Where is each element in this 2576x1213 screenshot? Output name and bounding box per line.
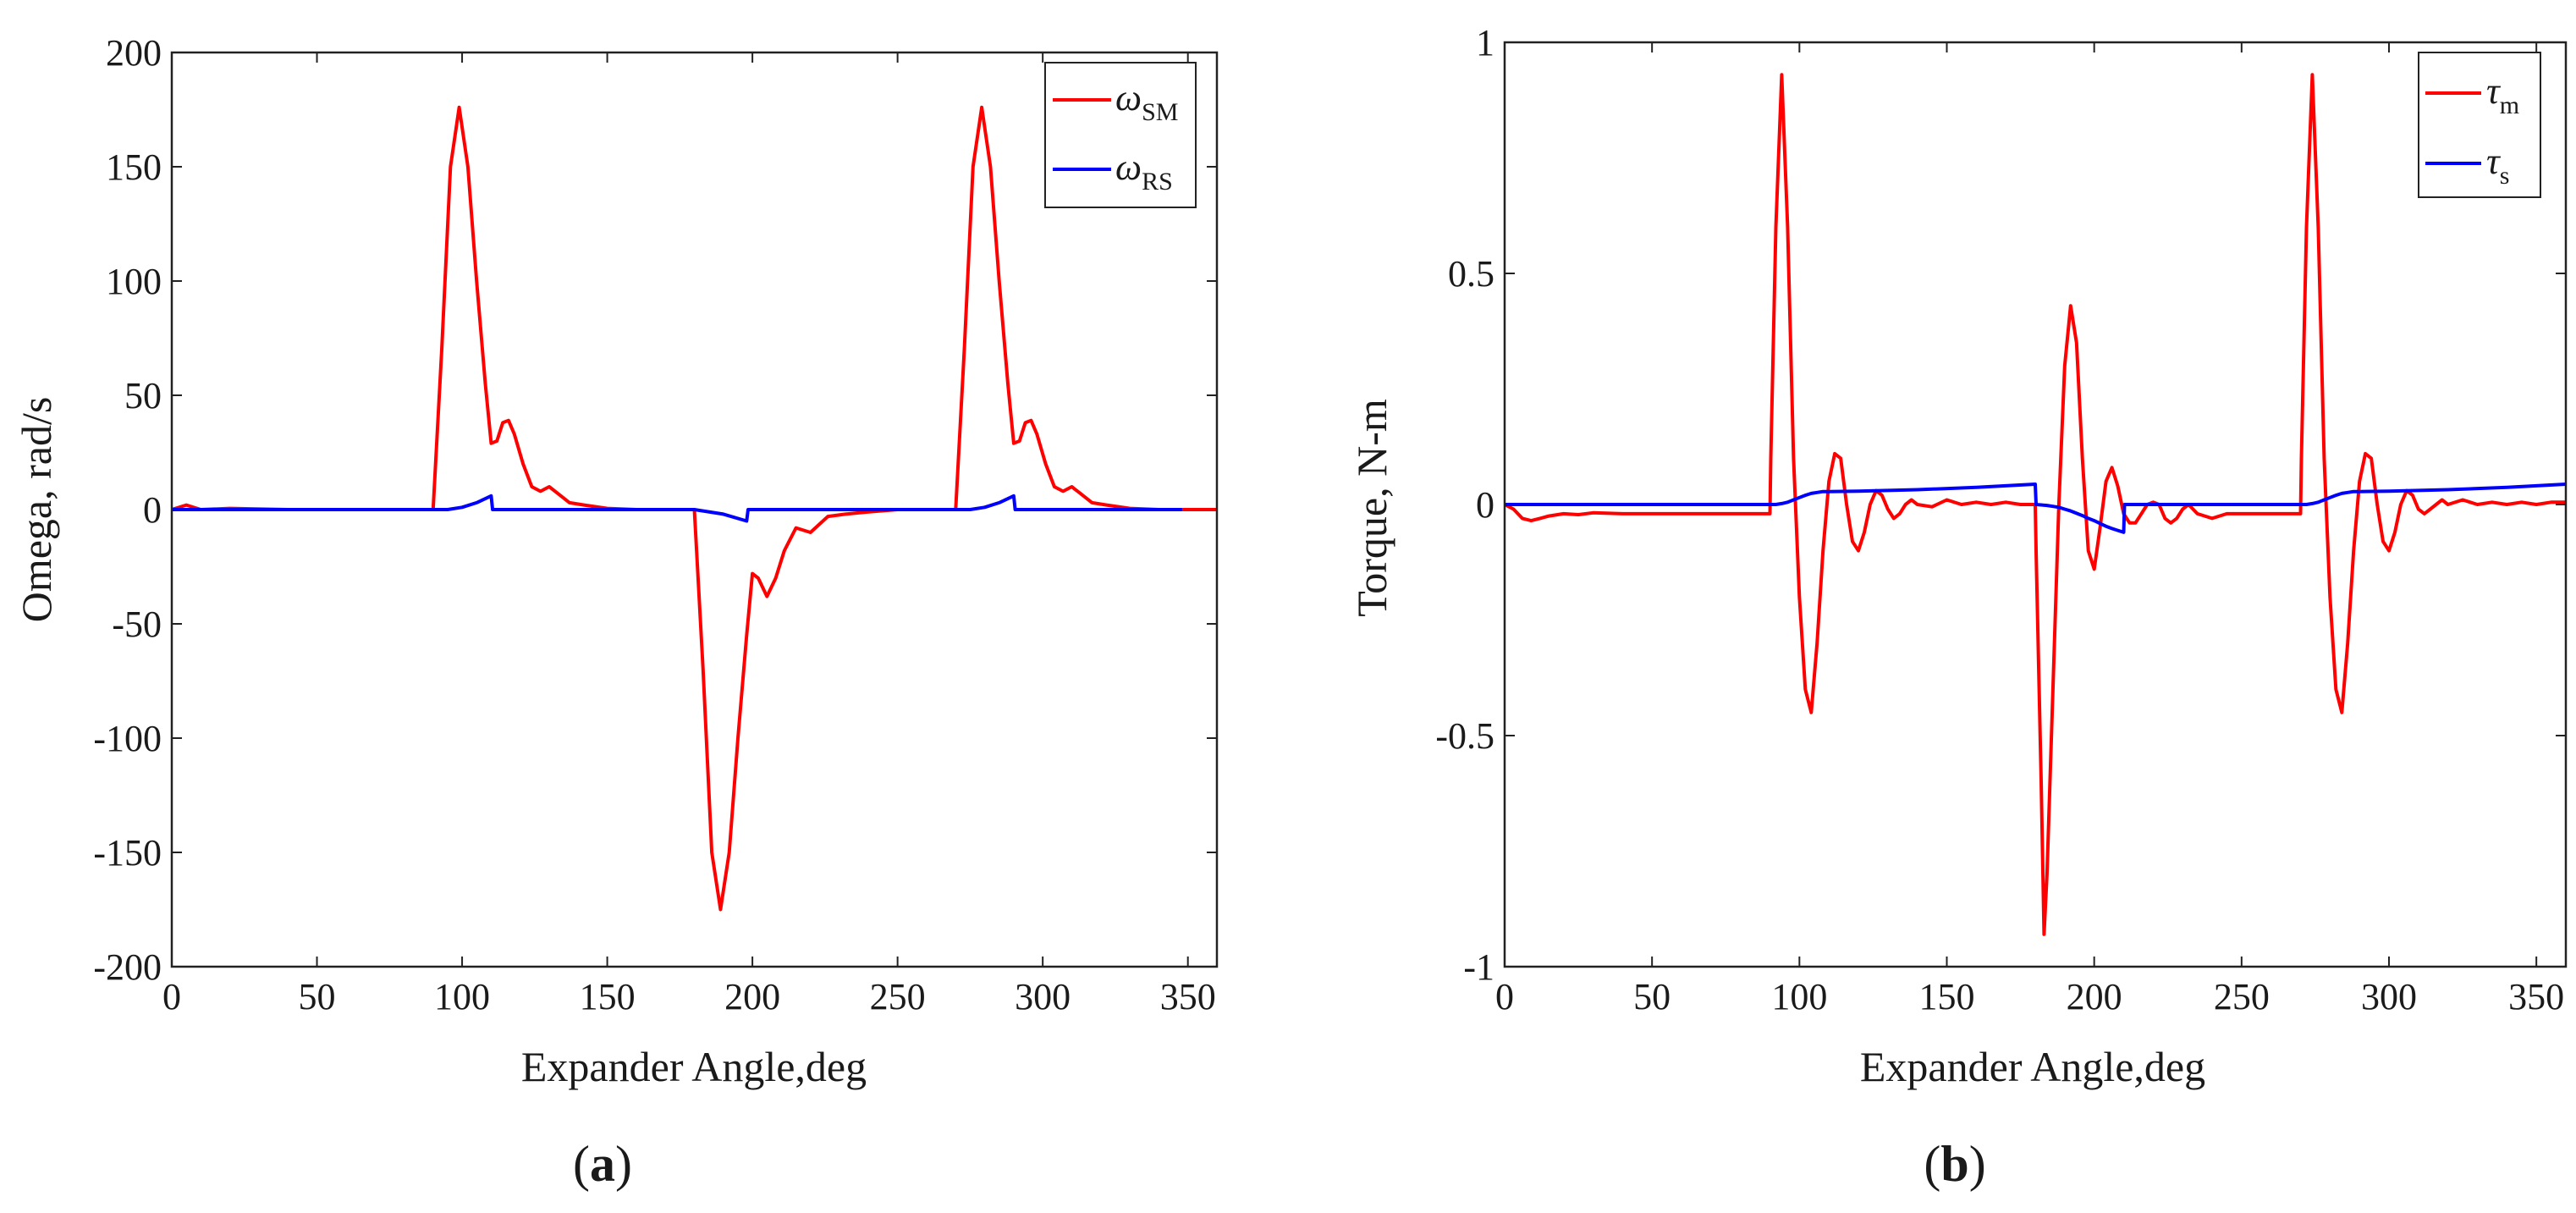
panel-a-y-tick-label: -150: [93, 832, 162, 874]
panel-b-x-axis-label: Expander Angle,deg: [1860, 1043, 2205, 1090]
panel-b-legend-subscript-s: s: [2500, 162, 2510, 190]
panel-b-caption-open-paren: (: [1924, 1136, 1940, 1192]
panel-b-series-line-m: [1504, 73, 2566, 936]
panel-b-y-tick-label: 0.5: [1448, 253, 1494, 295]
panel-b-legend-label-tau-s: τs: [2486, 141, 2509, 190]
panel-a-legend-label-omega-rs: ωRS: [1115, 146, 1173, 196]
panel-a-x-tick-label: 250: [870, 976, 926, 1017]
panel-a-y-tick-label: 200: [106, 32, 162, 74]
panel-b-caption-letter: b: [1940, 1136, 1968, 1192]
panel-b-y-tick-label: 1: [1476, 22, 1494, 63]
panel-a-x-tick-label: 50: [299, 976, 336, 1017]
panel-a-x-tick-label: 0: [162, 976, 181, 1017]
panel-a-x-tick-label: 200: [724, 976, 780, 1017]
panel-b-x-tick-label: 250: [2214, 976, 2270, 1017]
panel-b-torque-chart: Torque, N-m Expander Angle,deg 0 50 100 150…: [1348, 22, 2568, 1192]
panel-b-caption-close-paren: ): [1969, 1136, 1986, 1192]
panel-a-y-tick-label: 50: [124, 375, 162, 416]
panel-b-legend: τm τs: [2418, 52, 2541, 198]
panel-b-caption: (b): [1924, 1136, 1985, 1192]
panel-a-x-tick-label: 100: [434, 976, 490, 1017]
panel-b-y-tick-label: -1: [1463, 946, 1494, 988]
panel-b-x-tick-label: 100: [1771, 976, 1827, 1017]
panel-a-series: [171, 105, 1217, 912]
panel-a-caption-letter: a: [590, 1136, 615, 1192]
panel-a-y-tick-label: 0: [143, 489, 162, 531]
panel-a-legend-symbol-omega-sm: ω: [1115, 77, 1142, 119]
panel-b-legend-label-tau-m: τm: [2486, 70, 2519, 119]
panel-a-y-tick-label: -100: [93, 718, 162, 759]
panel-a-x-tick-label: 150: [580, 976, 636, 1017]
panel-a-legend-subscript-rs: RS: [1142, 168, 1173, 196]
panel-b-y-axis-label: Torque, N-m: [1348, 399, 1395, 617]
panel-a-omega-chart: Omega, rad/s Expander Angle,deg 0 50 100 15…: [13, 32, 1219, 1192]
panel-a-y-tick-label: 150: [106, 146, 162, 188]
panel-a-caption: (a): [573, 1136, 632, 1192]
panel-a-x-tick-label: 300: [1015, 976, 1071, 1017]
panel-a-legend-subscript-sm: SM: [1142, 98, 1178, 126]
panel-b-series-line-s: [1505, 482, 2567, 534]
panel-a-x-axis-label: Expander Angle,deg: [521, 1043, 867, 1090]
panel-a-series-line-rs: [172, 493, 1182, 523]
panel-b-x-tick-label: 150: [1919, 976, 1975, 1017]
panel-b-ticks: 0 50 100 150 200 250 300 350 1 0.5 0 -0.5 -1: [1435, 22, 2566, 1017]
panel-b-x-tick-label: 0: [1495, 976, 1514, 1017]
panel-b-legend-subscript-m: m: [2500, 91, 2519, 119]
panel-b-legend-symbol-tau-m: τ: [2486, 70, 2502, 112]
panel-b-x-tick-label: 300: [2361, 976, 2417, 1017]
panel-a-caption-open-paren: (: [573, 1136, 590, 1192]
panel-a-y-tick-label: -200: [93, 946, 162, 988]
panel-a-plot-frame: [170, 51, 1219, 968]
panel-a-y-tick-label: -50: [112, 604, 162, 645]
panel-b-plot-frame: [1503, 41, 2568, 968]
panel-b-x-tick-label: 200: [2067, 976, 2122, 1017]
panel-b-x-tick-label: 50: [1633, 976, 1671, 1017]
panel-b-y-tick-label: 0: [1476, 484, 1494, 526]
panel-a-legend: ωSM ωRS: [1044, 62, 1197, 208]
panel-a-y-axis-label: Omega, rad/s: [13, 397, 60, 623]
panel-b-x-tick-label: 350: [2508, 976, 2564, 1017]
panel-a-legend-box: [1044, 62, 1197, 208]
panel-a-x-tick-label: 350: [1160, 976, 1216, 1017]
panel-b-series: [1504, 73, 2567, 936]
panel-a-legend-label-omega-sm: ωSM: [1115, 77, 1178, 126]
panel-a-caption-close-paren: ): [615, 1136, 632, 1192]
panel-a-legend-symbol-omega-rs: ω: [1115, 146, 1142, 188]
panel-b-y-tick-label: -0.5: [1435, 715, 1494, 757]
panel-a-series-line-sm: [171, 105, 1217, 912]
panel-a-ticks: 0 50 100 150 200 250 300 350 200 150 100 50 0 -50 -100…: [93, 32, 1217, 1017]
panel-b-legend-symbol-tau-s: τ: [2486, 141, 2502, 182]
panel-b-legend-box: [2418, 52, 2541, 198]
panel-a-y-tick-label: 100: [106, 261, 162, 302]
